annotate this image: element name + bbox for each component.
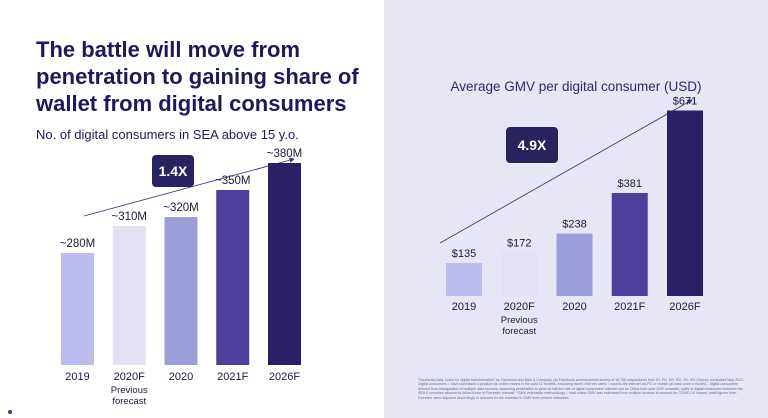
right-value-label: $238 bbox=[562, 219, 586, 231]
corner-dot bbox=[8, 410, 12, 414]
left-value-label: ~320M bbox=[163, 202, 198, 214]
left-category-label: 2020F bbox=[114, 371, 145, 383]
left-value-label: ~310M bbox=[112, 211, 147, 223]
left-category-label: 2026F bbox=[269, 371, 300, 383]
right-bar-2020F bbox=[501, 252, 538, 296]
left-bar-2020 bbox=[164, 217, 198, 365]
right-category-sublabel: Previous bbox=[501, 315, 538, 326]
left-category-label: 2019 bbox=[65, 371, 89, 383]
left-category-label: 2021F bbox=[217, 371, 248, 383]
right-growth-label: 4.9X bbox=[518, 137, 547, 153]
right-chart-title: Average GMV per digital consumer (USD) bbox=[450, 79, 702, 94]
left-growth-arrow bbox=[83, 157, 295, 217]
right-value-label: $135 bbox=[452, 248, 476, 260]
left-chart-title: No. of digital consumers in SEA above 15… bbox=[36, 127, 299, 142]
left-bar-2020F bbox=[112, 226, 146, 365]
right-category-label: 2021F bbox=[614, 301, 645, 313]
left-growth-label: 1.4X bbox=[159, 163, 188, 179]
left-growth-badge bbox=[152, 155, 194, 187]
footnote: "Southeast Asia, home for digital transf… bbox=[418, 378, 745, 400]
right-growth-arrow bbox=[439, 99, 693, 244]
right-category-label: 2026F bbox=[669, 301, 700, 313]
left-value-label: ~380M bbox=[267, 148, 302, 160]
right-panel bbox=[384, 0, 768, 418]
right-value-label: $381 bbox=[618, 178, 642, 190]
left-value-label: ~280M bbox=[60, 238, 95, 250]
left-bar-2021F bbox=[216, 190, 250, 365]
right-bar-2021F bbox=[611, 193, 648, 296]
right-bar-2019 bbox=[446, 263, 482, 296]
left-category-label: 2020 bbox=[169, 371, 193, 383]
right-category-sublabel: forecast bbox=[502, 326, 536, 337]
left-category-sublabel: forecast bbox=[112, 396, 146, 407]
right-growth-badge bbox=[506, 127, 558, 163]
left-bar-2019 bbox=[61, 253, 94, 365]
right-value-label: $671 bbox=[673, 96, 697, 108]
left-value-label: ~350M bbox=[215, 175, 250, 187]
right-category-label: 2019 bbox=[452, 301, 476, 313]
right-bar-2026F bbox=[667, 110, 703, 297]
headline: The battle will move from penetration to… bbox=[36, 37, 359, 116]
right-value-label: $172 bbox=[507, 237, 531, 249]
left-bar-2026F bbox=[268, 163, 301, 365]
right-category-label: 2020 bbox=[562, 301, 586, 313]
right-bar-2020 bbox=[556, 233, 593, 296]
right-category-label: 2020F bbox=[504, 301, 535, 313]
left-category-sublabel: Previous bbox=[111, 385, 148, 396]
